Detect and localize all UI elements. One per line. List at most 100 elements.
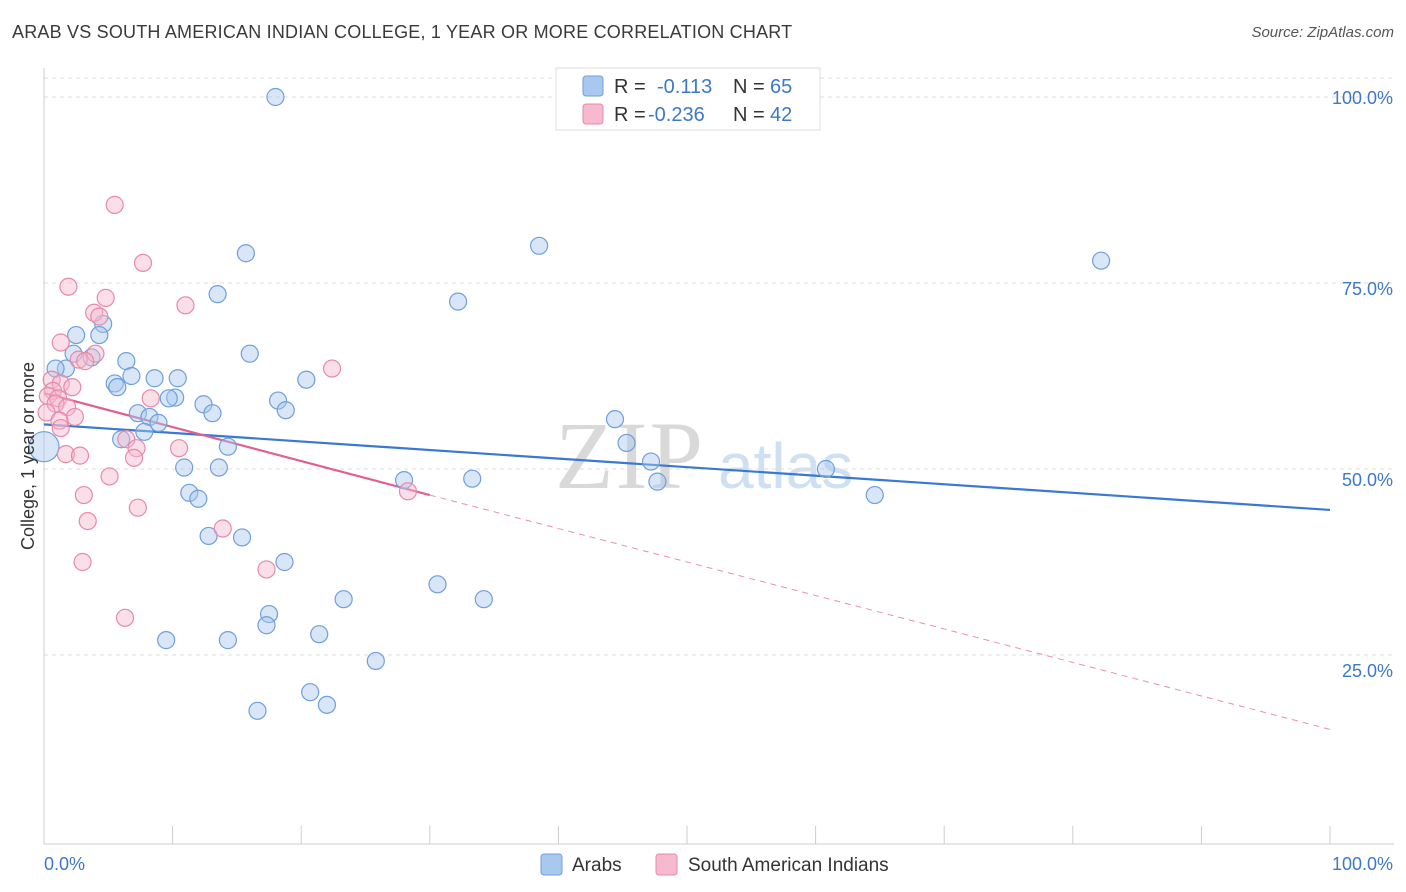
point-arabs-51 bbox=[474, 590, 493, 609]
y-tick-75: 75.0% bbox=[1342, 279, 1393, 299]
point-arabs-43 bbox=[180, 483, 199, 502]
point-sai-8 bbox=[86, 344, 105, 363]
point-sai-4 bbox=[96, 288, 115, 307]
point-arabs-32 bbox=[112, 430, 131, 449]
point-sai-22 bbox=[65, 407, 84, 427]
point-arabs-27 bbox=[203, 404, 222, 423]
trendline-sai-extension bbox=[429, 494, 1331, 730]
point-arabs-48 bbox=[275, 552, 294, 572]
point-arabs-6 bbox=[67, 325, 86, 345]
point-arabs-58 bbox=[301, 683, 320, 702]
point-sai-37 bbox=[73, 552, 92, 572]
point-sai-9 bbox=[69, 350, 88, 369]
point-sai-36 bbox=[213, 519, 232, 538]
legend-n-label-sai: N = bbox=[733, 104, 765, 126]
point-sai-32 bbox=[398, 482, 418, 501]
point-arabs-4 bbox=[208, 285, 227, 304]
watermark-zip: ZIP bbox=[555, 402, 705, 509]
legend-n-value-sai: 42 bbox=[770, 104, 792, 126]
point-arabs-56 bbox=[218, 631, 237, 650]
point-arabs-52 bbox=[259, 604, 279, 624]
point-arabs-53 bbox=[257, 616, 276, 635]
legend-r-label-arabs: R = bbox=[614, 76, 646, 98]
point-arabs-1 bbox=[530, 236, 549, 255]
y-tick-25: 25.0% bbox=[1342, 661, 1393, 681]
source-label: Source: ZipAtlas.com bbox=[1251, 24, 1394, 41]
bottom-legend-label-arabs: Arabs bbox=[572, 855, 622, 876]
point-sai-35 bbox=[78, 511, 97, 531]
point-arabs-34 bbox=[218, 437, 237, 456]
point-arabs-29 bbox=[149, 413, 168, 432]
x-tick-100: 100.0% bbox=[1332, 854, 1393, 874]
point-arabs-54 bbox=[310, 625, 329, 644]
point-sai-31 bbox=[100, 467, 119, 486]
bottom-legend-swatch-arabs bbox=[540, 853, 563, 876]
point-sai-20 bbox=[58, 398, 77, 417]
point-arabs-37 bbox=[175, 458, 194, 477]
point-arabs-30 bbox=[605, 410, 625, 429]
trendline-sai bbox=[43, 392, 431, 497]
point-arabs-0 bbox=[266, 87, 285, 107]
point-sai-24 bbox=[51, 418, 70, 438]
y-tick-100: 100.0% bbox=[1332, 88, 1393, 108]
point-sai-25 bbox=[117, 430, 136, 449]
legend-r-value-sai: -0.236 bbox=[648, 104, 705, 126]
point-arabs-3 bbox=[1091, 251, 1111, 270]
legend-r-value-arabs: -0.113 bbox=[657, 76, 712, 98]
point-arabs-16 bbox=[145, 369, 164, 388]
point-arabs-50 bbox=[334, 590, 353, 609]
chart-title: ARAB VS SOUTH AMERICAN INDIAN COLLEGE, 1… bbox=[12, 22, 793, 42]
point-arabs-44 bbox=[189, 489, 208, 508]
point-sai-1 bbox=[133, 253, 153, 273]
point-sai-7 bbox=[51, 333, 70, 352]
point-arabs-57 bbox=[366, 651, 385, 671]
point-arabs-8 bbox=[90, 325, 109, 345]
point-arabs-26 bbox=[128, 404, 147, 423]
point-sai-14 bbox=[63, 378, 82, 397]
point-arabs-33 bbox=[617, 433, 636, 453]
point-sai-3 bbox=[176, 296, 195, 315]
series-legend: Arabs South American Indians bbox=[540, 853, 889, 876]
bottom-legend-label-sai: South American Indians bbox=[688, 855, 889, 876]
legend-swatch-arabs bbox=[582, 75, 604, 97]
point-sai-18 bbox=[141, 389, 160, 408]
point-sai-34 bbox=[128, 498, 147, 517]
y-tick-50: 50.0% bbox=[1342, 470, 1393, 490]
legend-n-value-arabs: 65 bbox=[770, 76, 792, 98]
point-sai-23 bbox=[50, 411, 69, 430]
point-sai-0 bbox=[105, 195, 124, 214]
point-sai-2 bbox=[59, 277, 78, 296]
point-arabs-9 bbox=[240, 344, 259, 363]
point-arabs-40 bbox=[394, 471, 414, 490]
point-sai-29 bbox=[70, 446, 90, 465]
point-arabs-47 bbox=[232, 528, 252, 547]
y-axis-label: College, 1 year or more bbox=[18, 362, 38, 550]
point-arabs-2 bbox=[236, 244, 256, 263]
point-arabs-41 bbox=[463, 469, 482, 488]
point-arabs-42 bbox=[648, 472, 667, 491]
legend-swatch-sai bbox=[582, 103, 604, 125]
point-arabs-5 bbox=[448, 292, 468, 311]
watermark-atlas: atlas bbox=[718, 430, 853, 502]
point-sai-30 bbox=[124, 448, 144, 467]
point-arabs-46 bbox=[199, 526, 218, 546]
point-sai-13 bbox=[51, 374, 70, 393]
point-sai-11 bbox=[322, 359, 342, 378]
point-sai-38 bbox=[257, 560, 276, 579]
point-sai-33 bbox=[74, 485, 93, 505]
point-arabs-39 bbox=[816, 459, 835, 479]
point-sai-21 bbox=[37, 403, 56, 422]
point-arabs-60 bbox=[248, 701, 267, 720]
point-arabs-22 bbox=[159, 389, 178, 408]
point-arabs-36 bbox=[641, 452, 661, 471]
bottom-legend-swatch-sai bbox=[655, 853, 678, 876]
point-arabs-35 bbox=[28, 431, 60, 463]
point-sai-39 bbox=[115, 608, 135, 627]
point-arabs-55 bbox=[157, 631, 176, 650]
point-sai-27 bbox=[169, 439, 189, 458]
trendline-arabs bbox=[43, 423, 1331, 512]
point-arabs-18 bbox=[297, 370, 316, 389]
point-arabs-49 bbox=[428, 575, 447, 594]
point-arabs-23 bbox=[268, 391, 288, 410]
